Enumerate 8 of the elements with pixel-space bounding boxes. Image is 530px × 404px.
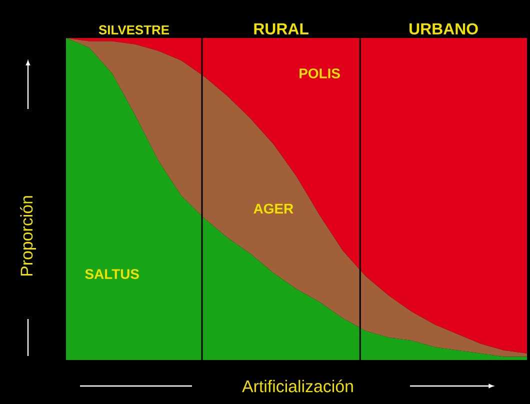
text: URBANO <box>410 23 478 34</box>
x-axis-title: Artificialización <box>242 380 353 392</box>
series-label: POLIS <box>300 68 340 78</box>
text: SILVESTRE <box>98 25 170 34</box>
y-axis-title: Proporción <box>20 196 36 276</box>
series-label: AGER <box>254 204 294 214</box>
series-label: SALTUS <box>85 269 139 279</box>
text: RURAL <box>254 23 308 34</box>
